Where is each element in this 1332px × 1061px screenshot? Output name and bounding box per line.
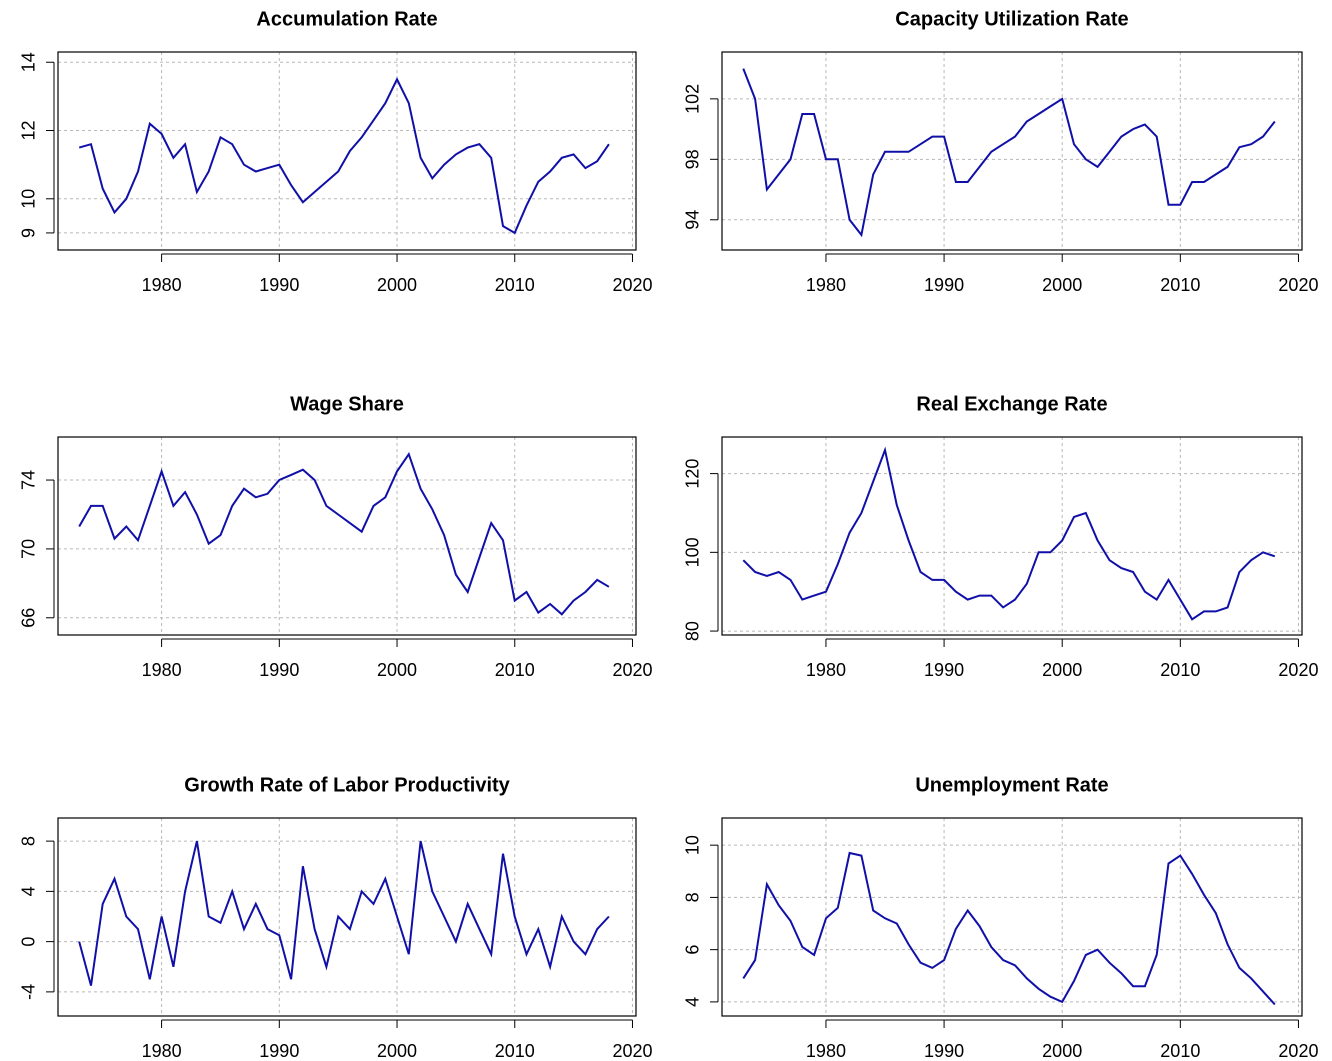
panel-title: Accumulation Rate [256,8,437,30]
y-tick-label: 120 [683,459,703,489]
y-tick-label: 74 [19,470,39,490]
x-tick-label: 2010 [1160,660,1200,680]
y-tick-label: 4 [19,886,39,896]
y-tick-label: 12 [19,121,39,141]
y-tick-label: 6 [683,945,703,955]
x-tick-label: 2010 [495,660,535,680]
x-tick-label: 1980 [806,660,846,680]
y-tick-label: 0 [19,937,39,947]
x-tick-label: 2020 [612,660,652,680]
y-tick-label: 14 [19,52,39,72]
y-tick-label: 4 [683,997,703,1007]
x-tick-label: 2000 [1042,1041,1082,1061]
y-tick-label: 102 [683,84,703,114]
y-tick-label: 94 [683,210,703,230]
panel: Unemployment Rate 1980 1990 2000 2010 2020 4 6 8… [683,774,1319,1060]
plot-frame [57,817,637,1017]
data-line [742,446,1276,621]
data-line [742,68,1276,238]
y-tick-label: 70 [19,539,39,559]
data-line [78,840,610,986]
y-tick-label: 9 [19,228,39,238]
x-tick-label: 2020 [1278,275,1318,295]
x-tick-label: 1990 [924,660,964,680]
panel: Real Exchange Rate 1980 1990 2000 2010 2020 80… [683,393,1319,679]
x-tick-label: 1990 [259,660,299,680]
data-line [78,451,610,616]
x-tick-label: 2010 [1160,1041,1200,1061]
x-tick-label: 2020 [1278,1041,1318,1061]
panel: Growth Rate of Labor Productivity 1980 199… [19,774,653,1060]
y-tick-label: -4 [19,984,39,1000]
x-tick-label: 1980 [142,660,182,680]
plot-frame [721,817,1303,1017]
x-tick-label: 2000 [377,1041,417,1061]
y-tick-label: 10 [683,835,703,855]
y-tick-label: 98 [683,149,703,169]
x-tick-label: 1980 [806,275,846,295]
plot-frame [57,51,637,251]
x-tick-label: 1990 [924,275,964,295]
panel: Wage Share 1980 1990 2000 2010 2020 66 70 74 [19,393,653,679]
y-tick-label: 8 [19,836,39,846]
x-tick-label: 2000 [377,275,417,295]
x-tick-label: 2010 [1160,275,1200,295]
y-tick-label: 10 [19,189,39,209]
x-tick-label: 1990 [259,1041,299,1061]
data-line [742,851,1276,1006]
panel-title: Real Exchange Rate [916,393,1107,415]
x-tick-label: 2000 [377,660,417,680]
x-tick-label: 1990 [924,1041,964,1061]
panel-title: Capacity Utilization Rate [895,8,1128,30]
panel-title: Unemployment Rate [915,774,1108,796]
panel: Accumulation Rate 1980 1990 2000 2010 2020 9 10… [19,8,653,294]
panel-title: Growth Rate of Labor Productivity [184,774,510,796]
y-tick-label: 66 [19,608,39,628]
x-tick-label: 1980 [142,1041,182,1061]
y-tick-label: 8 [683,892,703,902]
x-tick-label: 2020 [1278,660,1318,680]
data-line [78,77,610,235]
plot-frame [721,436,1303,636]
x-tick-label: 2020 [612,275,652,295]
x-tick-label: 1980 [142,275,182,295]
plot-frame [721,51,1303,251]
x-tick-label: 1990 [259,275,299,295]
x-tick-label: 2010 [495,275,535,295]
x-tick-label: 2000 [1042,660,1082,680]
x-tick-label: 2000 [1042,275,1082,295]
y-tick-label: 80 [683,621,703,641]
x-tick-label: 2010 [495,1041,535,1061]
plot-frame [57,436,637,636]
x-tick-label: 2020 [612,1041,652,1061]
panel: Capacity Utilization Rate 1980 1990 2000 201… [683,8,1319,294]
panel-title: Wage Share [290,393,404,415]
y-tick-label: 100 [683,537,703,567]
x-tick-label: 1980 [806,1041,846,1061]
